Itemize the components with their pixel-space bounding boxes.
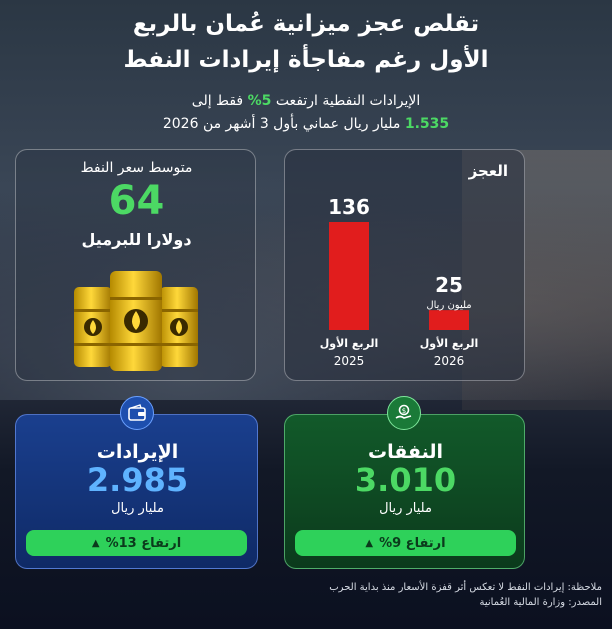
deficit-title: العجز	[468, 162, 508, 180]
revenue-unit: مليار ريال	[111, 501, 164, 516]
deficit-category-quarter: الربع الأول	[420, 336, 479, 350]
oil-price-unit: دولارا للبرميل	[81, 230, 192, 249]
revenue-change-pill: ارتفاع 13% ▲	[26, 530, 247, 556]
headline: تقلص عجز ميزانية عُمان بالربع الأول رغم …	[0, 6, 612, 78]
triangle-up-icon: ▲	[365, 537, 374, 549]
deficit-category-quarter: الربع الأول	[320, 336, 379, 350]
revenue-card: الإيرادات 2.985 مليار ريال ارتفاع 13% ▲	[15, 414, 258, 569]
expenses-change-text: ارتفاع 9%	[379, 535, 446, 551]
deficit-panel: العجز 136 الربع الأول 2025 25 الربع الأول 202…	[284, 149, 525, 381]
oil-price-panel: متوسط سعر النفط 64 دولارا للبرميل	[15, 149, 256, 381]
deficit-bar-2025	[329, 222, 369, 330]
oil-barrels-icon	[74, 271, 198, 371]
wallet-icon	[120, 396, 154, 430]
deficit-bar-2026	[429, 310, 469, 330]
revenue-title: الإيرادات	[96, 441, 179, 463]
headline-line1: تقلص عجز ميزانية عُمان بالربع	[132, 11, 480, 37]
oil-price-value: 64	[108, 178, 165, 224]
headline-line2: الأول رغم مفاجأة إيرادات النفط	[123, 47, 489, 73]
subheadline-part3: مليار ريال عماني بأول 3 أشهر من 2026	[162, 116, 401, 132]
subheadline-part1: الإيرادات النفطية ارتفعت	[275, 93, 421, 109]
expenses-value: 3.010	[354, 461, 457, 499]
subheadline-value: 1.535	[404, 116, 450, 132]
subheadline-part2: فقط إلى	[191, 93, 244, 109]
deficit-category-year: 2026	[434, 354, 465, 368]
money-hand-icon: $	[387, 396, 421, 430]
svg-text:$: $	[402, 407, 406, 415]
note-text: ملاحظة: إيرادات النفط لا تعكس أثر قفزة ا…	[329, 582, 602, 593]
source-text: المصدر: وزارة المالية العُمانية	[479, 597, 603, 608]
expenses-card: النفقات 3.010 مليار ريال ارتفاع 9% ▲	[284, 414, 525, 569]
deficit-chart: 136 الربع الأول 2025 25 الربع الأول 2026 مليون…	[320, 195, 479, 368]
deficit-category-year: 2025	[334, 354, 365, 368]
deficit-value-label: 136	[328, 195, 370, 219]
subheadline-pct: 5%	[247, 93, 272, 109]
revenue-value: 2.985	[86, 461, 189, 499]
expenses-change-pill: ارتفاع 9% ▲	[295, 530, 516, 556]
deficit-unit-label: مليون ريال	[426, 300, 471, 311]
expenses-unit: مليار ريال	[379, 501, 432, 516]
expenses-title: النفقات	[368, 441, 443, 463]
deficit-value-label: 25	[435, 273, 463, 297]
subheadline: الإيرادات النفطية ارتفعت 5% فقط إلى 1.53…	[0, 90, 612, 136]
oil-price-title: متوسط سعر النفط	[80, 160, 193, 176]
footnote: ملاحظة: إيرادات النفط لا تعكس أثر قفزة ا…	[329, 580, 602, 610]
triangle-up-icon: ▲	[91, 537, 100, 549]
revenue-change-text: ارتفاع 13%	[105, 535, 182, 551]
